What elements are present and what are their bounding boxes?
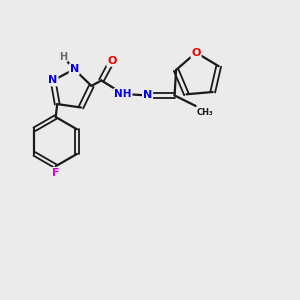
Text: CH₃: CH₃ xyxy=(197,108,214,117)
Text: O: O xyxy=(191,48,201,58)
Text: N: N xyxy=(143,90,152,100)
Text: H: H xyxy=(59,52,67,61)
Text: N: N xyxy=(70,64,79,74)
Text: NH: NH xyxy=(114,89,132,99)
Text: F: F xyxy=(52,168,59,178)
Text: N: N xyxy=(48,76,58,85)
Text: O: O xyxy=(107,56,117,66)
